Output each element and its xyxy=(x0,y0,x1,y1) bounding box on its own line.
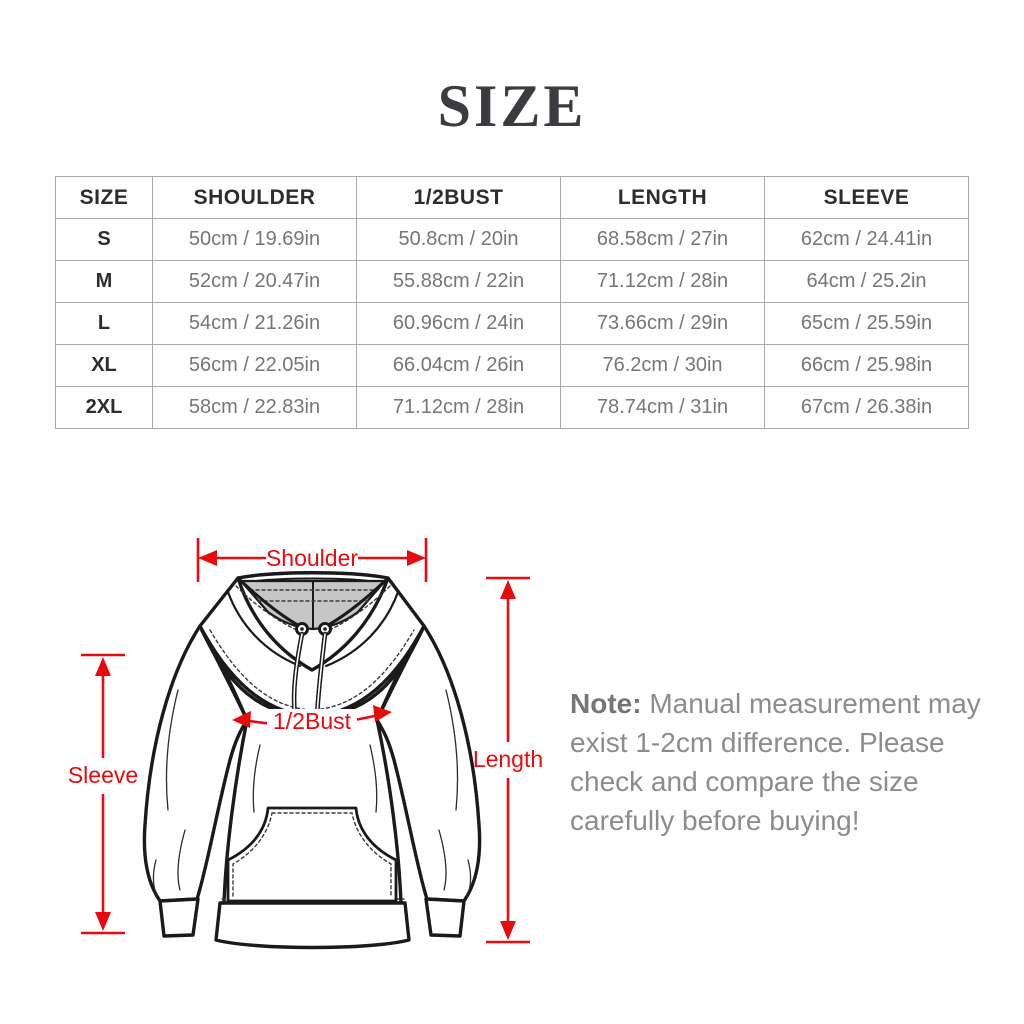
eyelet-right-hole xyxy=(323,627,327,631)
table-cell: 58cm / 22.83in xyxy=(152,386,357,429)
sleeve-arrow: Sleeve xyxy=(68,653,138,935)
table-row: S 50cm / 19.69in 50.8cm / 20in 68.58cm / 27… xyxy=(55,218,969,261)
note-text: Note: Manual measurement may exist 1-2cm… xyxy=(570,684,990,840)
wrinkle-lines xyxy=(152,689,472,897)
note-line-3: check and compare the size xyxy=(570,766,919,797)
table-cell: 78.74cm / 31in xyxy=(560,386,765,429)
note-line-4: carefully before buying! xyxy=(570,805,860,836)
table-cell: 66.04cm / 26in xyxy=(356,344,561,387)
note-line-2: exist 1-2cm difference. Please xyxy=(570,727,945,758)
cuff-right xyxy=(424,897,466,938)
table-cell: 71.12cm / 28in xyxy=(560,260,765,303)
table-row: M 52cm / 20.47in 55.88cm / 22in 71.12cm / 2… xyxy=(55,260,969,303)
hood-top-edge xyxy=(236,571,390,580)
table-cell: 71.12cm / 28in xyxy=(356,386,561,429)
hem-band xyxy=(214,901,411,950)
table-cell: 52cm / 20.47in xyxy=(152,260,357,303)
pocket-stitch xyxy=(232,812,392,897)
sleeve-label: Sleeve xyxy=(68,762,138,788)
hood-collar xyxy=(198,576,426,718)
column-header: LENGTH xyxy=(560,176,765,219)
column-header: SIZE xyxy=(55,176,153,219)
pocket xyxy=(226,806,398,903)
hood-fold-right xyxy=(324,590,400,668)
size-table: SIZE SHOULDER 1/2BUST LENGTH SLEEVE S 50cm / … xyxy=(55,176,969,429)
table-cell: 66cm / 25.98in xyxy=(764,344,969,387)
table-body: S 50cm / 19.69in 50.8cm / 20in 68.58cm / 27… xyxy=(55,218,969,429)
column-header: SLEEVE xyxy=(764,176,969,219)
table-row: L 54cm / 21.26in 60.96cm / 24in 73.66cm / 2… xyxy=(55,302,969,345)
cuff-left xyxy=(158,897,200,938)
table-cell: 73.66cm / 29in xyxy=(560,302,765,345)
size-cell: XL xyxy=(55,344,153,387)
table-cell: 64cm / 25.2in xyxy=(764,260,969,303)
shoulder-label: Shoulder xyxy=(266,545,358,571)
size-cell: M xyxy=(55,260,153,303)
eyelet-left-hole xyxy=(300,627,304,631)
bust-arrow: 1/2Bust xyxy=(232,705,392,734)
measurement-arrows: Shoulder 1/2Bust Length xyxy=(68,538,543,944)
size-cell: 2XL xyxy=(55,386,153,429)
column-header: SHOULDER xyxy=(152,176,357,219)
hoodie-illustration xyxy=(142,571,482,950)
table-cell: 54cm / 21.26in xyxy=(152,302,357,345)
drawstring-left xyxy=(291,631,305,719)
column-header: 1/2BUST xyxy=(356,176,561,219)
table-cell: 50cm / 19.69in xyxy=(152,218,357,261)
table-row: 2XL 58cm / 22.83in 71.12cm / 28in 78.74cm /… xyxy=(55,386,969,429)
table-cell: 56cm / 22.05in xyxy=(152,344,357,387)
table-cell: 60.96cm / 24in xyxy=(356,302,561,345)
page-title: SIZE xyxy=(437,73,587,139)
hoodie-diagram: Shoulder 1/2Bust Length xyxy=(68,538,543,950)
length-label: Length xyxy=(473,746,543,772)
table-cell: 68.58cm / 27in xyxy=(560,218,765,261)
hood-fold-left xyxy=(226,590,302,668)
size-cell: S xyxy=(55,218,153,261)
size-cell: L xyxy=(55,302,153,345)
table-cell: 67cm / 26.38in xyxy=(764,386,969,429)
table-cell: 50.8cm / 20in xyxy=(356,218,561,261)
bust-label: 1/2Bust xyxy=(273,708,352,734)
table-cell: 76.2cm / 30in xyxy=(560,344,765,387)
table-cell: 65cm / 25.59in xyxy=(764,302,969,345)
note-prefix: Note: xyxy=(570,688,642,719)
table-head: SIZE SHOULDER 1/2BUST LENGTH SLEEVE xyxy=(55,176,969,219)
shoulder-arrow: Shoulder xyxy=(196,538,428,582)
hood-lining-stitch xyxy=(249,589,377,602)
table-cell: 62cm / 24.41in xyxy=(764,218,969,261)
length-arrow: Length xyxy=(473,576,543,944)
table-row: XL 56cm / 22.05in 66.04cm / 26in 76.2cm / 3… xyxy=(55,344,969,387)
note-line-1: Note: Manual measurement may xyxy=(570,688,981,719)
table-cell: 55.88cm / 22in xyxy=(356,260,561,303)
